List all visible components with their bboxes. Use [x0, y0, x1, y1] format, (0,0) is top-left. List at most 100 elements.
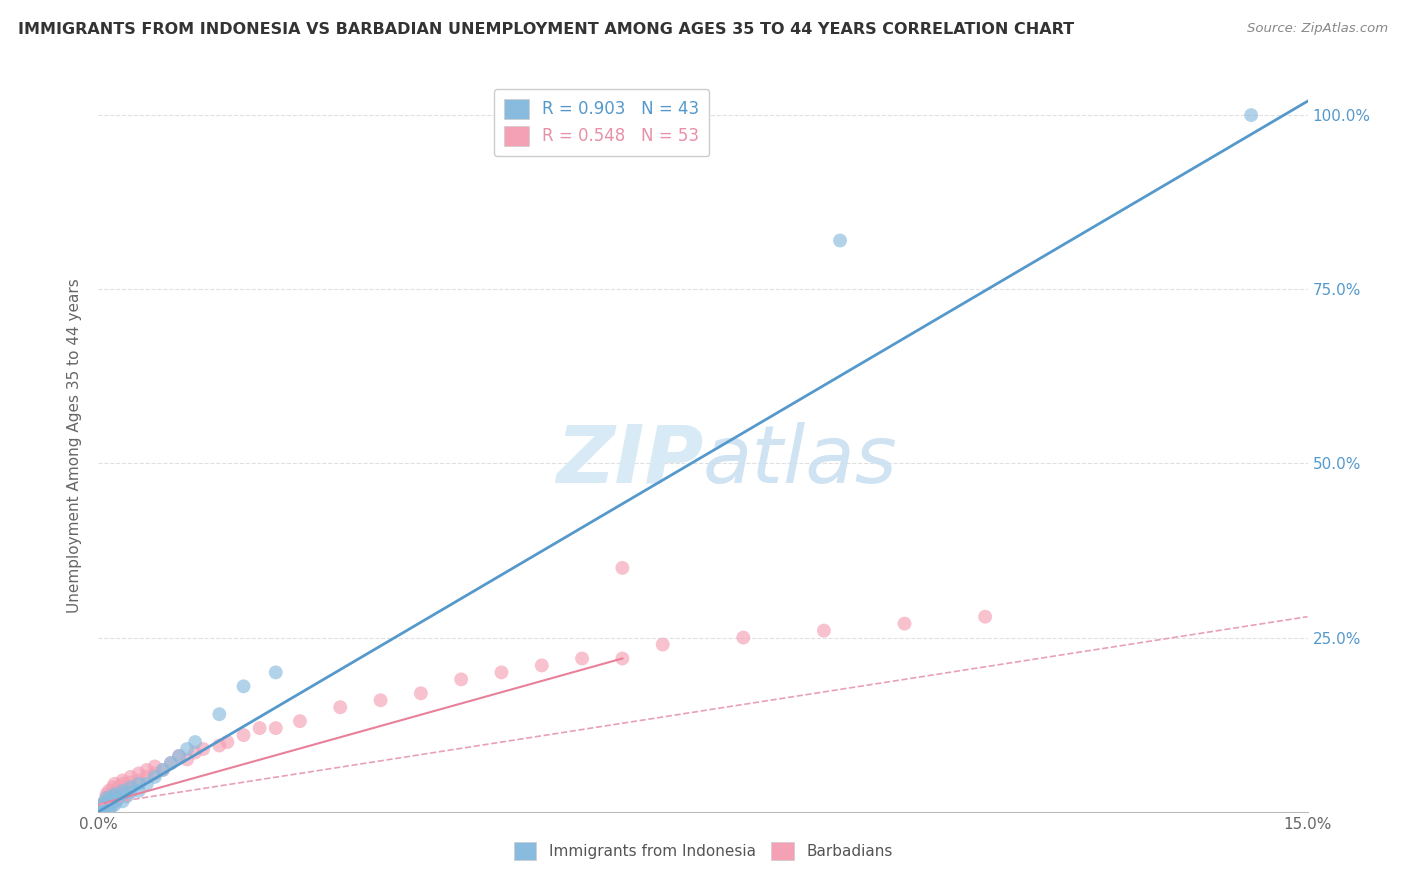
- Point: [143, 770, 166, 784]
- Point: [232, 728, 254, 742]
- Point: [91, 801, 114, 815]
- Point: [94, 794, 117, 808]
- Point: [107, 790, 129, 805]
- Text: IMMIGRANTS FROM INDONESIA VS BARBADIAN UNEMPLOYMENT AMONG AGES 35 TO 44 YEARS CO: IMMIGRANTS FROM INDONESIA VS BARBADIAN U…: [18, 22, 1074, 37]
- Point: [167, 749, 190, 764]
- Point: [184, 735, 207, 749]
- Point: [813, 624, 835, 638]
- Point: [105, 794, 128, 808]
- Point: [974, 609, 997, 624]
- Point: [96, 787, 118, 801]
- Point: [264, 721, 287, 735]
- Point: [91, 799, 114, 814]
- Point: [91, 797, 114, 812]
- Point: [101, 794, 124, 808]
- Point: [530, 658, 553, 673]
- Point: [90, 797, 112, 812]
- Point: [288, 714, 311, 728]
- Point: [249, 721, 271, 735]
- Point: [135, 777, 157, 791]
- Point: [100, 787, 122, 801]
- Point: [97, 792, 120, 806]
- Point: [232, 679, 254, 693]
- Point: [97, 784, 120, 798]
- Point: [217, 735, 239, 749]
- Point: [100, 794, 122, 808]
- Point: [176, 742, 198, 756]
- Point: [208, 707, 231, 722]
- Point: [143, 759, 166, 773]
- Point: [103, 777, 125, 791]
- Point: [101, 780, 124, 795]
- Point: [1240, 108, 1263, 122]
- Point: [96, 790, 118, 805]
- Point: [101, 789, 124, 804]
- Point: [103, 790, 125, 805]
- Point: [612, 561, 634, 575]
- Point: [152, 763, 174, 777]
- Point: [128, 766, 150, 780]
- Point: [828, 234, 851, 248]
- Point: [93, 803, 115, 817]
- Point: [450, 673, 472, 687]
- Point: [91, 799, 114, 814]
- Point: [329, 700, 352, 714]
- Point: [128, 773, 150, 788]
- Point: [107, 780, 129, 795]
- Point: [893, 616, 915, 631]
- Point: [128, 777, 150, 791]
- Point: [491, 665, 513, 680]
- Point: [111, 773, 134, 788]
- Point: [115, 778, 138, 792]
- Point: [184, 746, 207, 760]
- Point: [97, 801, 120, 815]
- Point: [96, 797, 118, 811]
- Point: [160, 756, 183, 770]
- Point: [96, 794, 118, 808]
- Point: [120, 780, 142, 795]
- Point: [111, 787, 134, 801]
- Point: [571, 651, 593, 665]
- Point: [167, 749, 190, 764]
- Point: [103, 797, 125, 812]
- Text: atlas: atlas: [703, 422, 898, 500]
- Point: [135, 770, 157, 784]
- Point: [111, 794, 134, 808]
- Point: [96, 799, 118, 814]
- Text: ZIP: ZIP: [555, 422, 703, 500]
- Point: [409, 686, 432, 700]
- Point: [152, 763, 174, 777]
- Legend: Immigrants from Indonesia, Barbadians: Immigrants from Indonesia, Barbadians: [508, 836, 898, 866]
- Point: [651, 638, 673, 652]
- Point: [193, 742, 215, 756]
- Point: [128, 784, 150, 798]
- Point: [111, 784, 134, 798]
- Point: [103, 792, 125, 806]
- Text: Source: ZipAtlas.com: Source: ZipAtlas.com: [1247, 22, 1388, 36]
- Point: [176, 752, 198, 766]
- Point: [97, 797, 120, 812]
- Point: [105, 784, 128, 798]
- Point: [100, 800, 122, 814]
- Point: [120, 770, 142, 784]
- Point: [120, 785, 142, 799]
- Point: [120, 775, 142, 789]
- Point: [115, 789, 138, 804]
- Y-axis label: Unemployment Among Ages 35 to 44 years: Unemployment Among Ages 35 to 44 years: [67, 278, 83, 614]
- Point: [370, 693, 392, 707]
- Point: [612, 651, 634, 665]
- Point: [264, 665, 287, 680]
- Point: [100, 797, 122, 811]
- Point: [103, 787, 125, 801]
- Point: [135, 763, 157, 777]
- Point: [111, 777, 134, 791]
- Point: [98, 792, 121, 806]
- Point: [96, 790, 118, 805]
- Point: [208, 739, 231, 753]
- Point: [94, 797, 117, 811]
- Point: [733, 631, 755, 645]
- Point: [160, 756, 183, 770]
- Point: [90, 801, 112, 815]
- Point: [94, 800, 117, 814]
- Point: [143, 766, 166, 780]
